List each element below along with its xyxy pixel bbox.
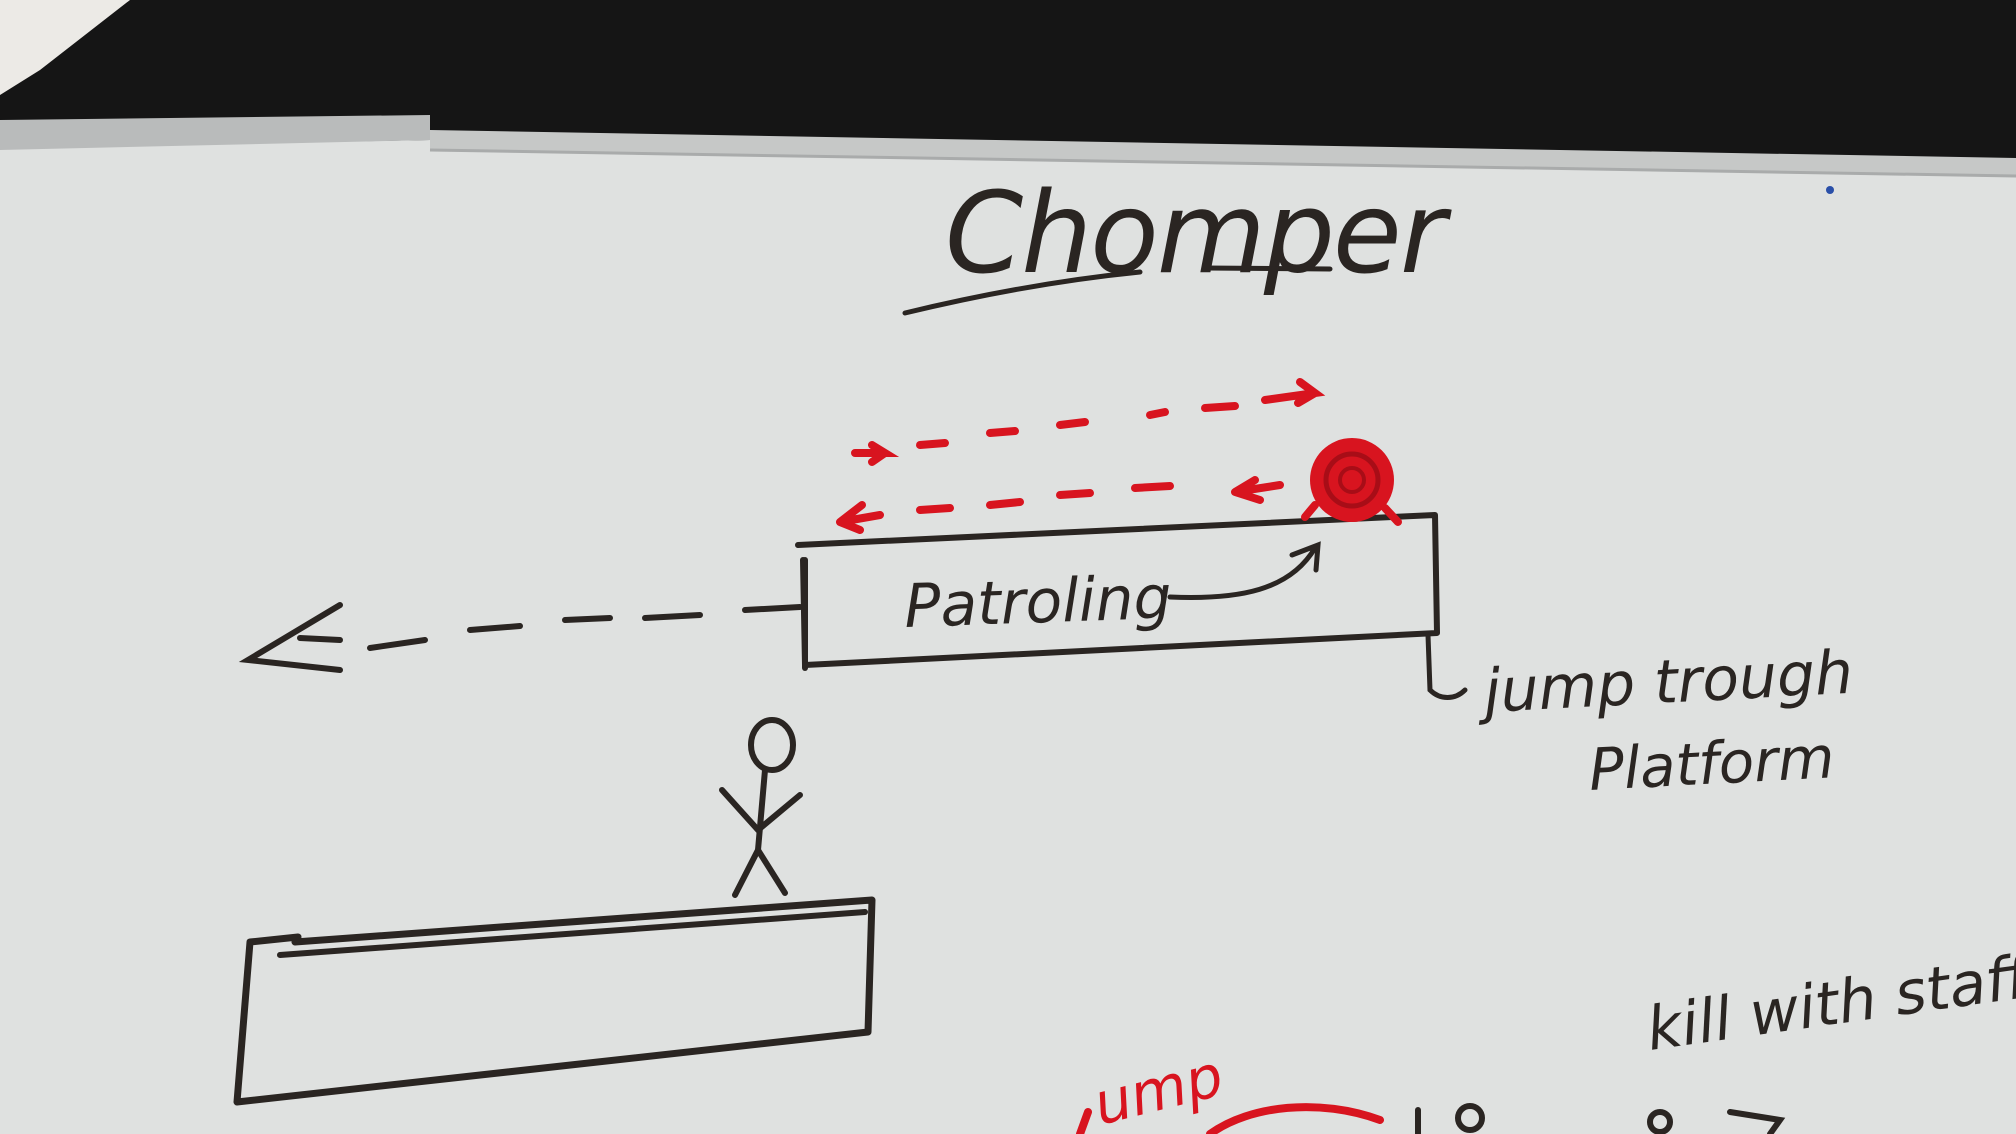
red-partial-arc	[1206, 1103, 1384, 1134]
board-frame-right	[430, 130, 2016, 176]
marker-dot	[1826, 186, 1834, 194]
frame-edge	[429, 148, 2016, 178]
jump-through-label-2: Platform	[1587, 723, 1836, 804]
lower-platform-top	[277, 909, 868, 958]
partial-black-marks	[1415, 1103, 1786, 1134]
platform-label: Patroling	[903, 563, 1173, 642]
red-partial-tick	[1076, 1108, 1092, 1134]
left-arrow-icon	[238, 602, 803, 673]
board-frame-left	[0, 115, 430, 150]
jump-through-pointer	[1425, 632, 1468, 700]
chomper-enemy-icon	[1301, 438, 1402, 526]
patrol-arrows-icon	[836, 378, 1326, 534]
title-underline	[902, 265, 1333, 316]
stick-figure-player-icon	[719, 717, 803, 898]
whiteboard-surface	[0, 140, 2016, 1134]
label-arrow	[1167, 541, 1321, 600]
lower-platform	[233, 896, 876, 1106]
foam-corner	[0, 0, 130, 95]
page-title: Chomper	[945, 169, 1452, 299]
